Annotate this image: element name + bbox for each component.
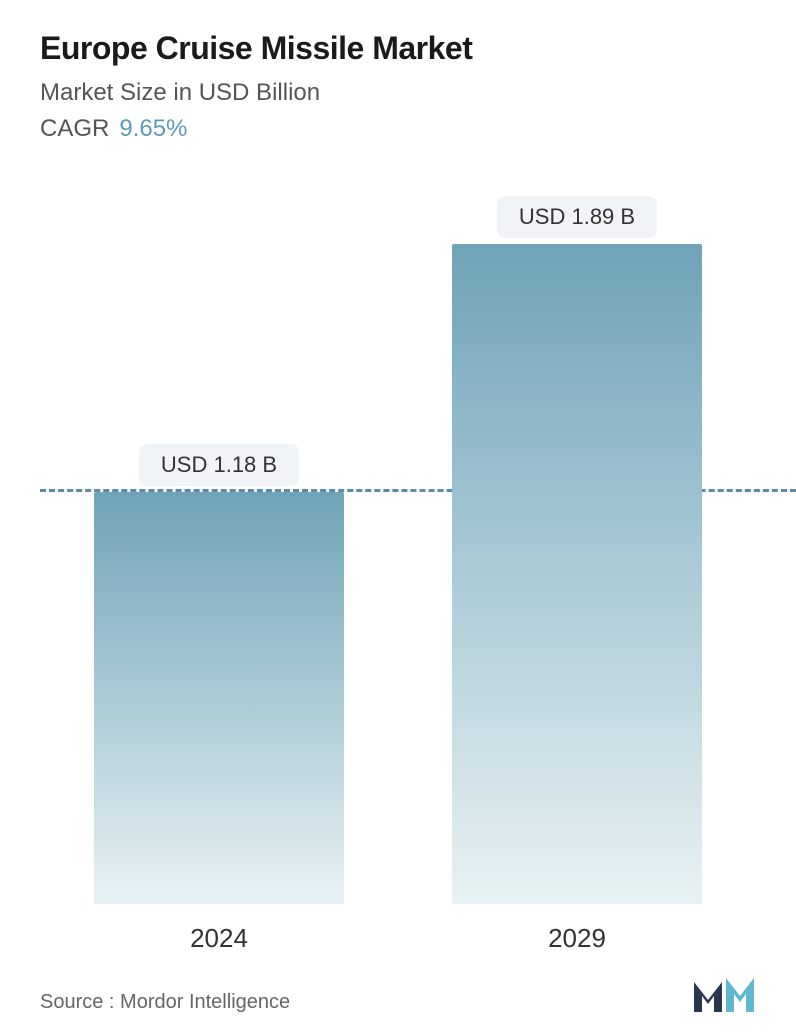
value-label: USD 1.18 B (139, 444, 299, 486)
source-text: Source : Mordor Intelligence (40, 991, 290, 1014)
chart-container: Europe Cruise Missile Market Market Size… (0, 0, 796, 1034)
x-axis-labels: 2024 2029 (40, 923, 756, 954)
bar-group-2024: USD 1.18 B (94, 444, 344, 904)
value-label: USD 1.89 B (497, 196, 657, 238)
bar-group-2029: USD 1.89 B (452, 196, 702, 904)
chart-footer: Source : Mordor Intelligence (40, 974, 756, 1014)
x-axis-label: 2024 (94, 923, 344, 954)
chart-subtitle: Market Size in USD Billion (40, 79, 756, 107)
chart-title: Europe Cruise Missile Market (40, 30, 756, 67)
cagr-row: CAGR 9.65% (40, 115, 756, 143)
bars-wrapper: USD 1.18 B USD 1.89 B (40, 163, 756, 904)
bar (94, 492, 344, 904)
cagr-label: CAGR (40, 115, 109, 143)
chart-area: USD 1.18 B USD 1.89 B 2024 2029 (40, 163, 756, 954)
bar (452, 244, 702, 904)
x-axis-label: 2029 (452, 923, 702, 954)
cagr-value: 9.65% (119, 115, 187, 143)
mordor-logo-icon (692, 974, 756, 1014)
